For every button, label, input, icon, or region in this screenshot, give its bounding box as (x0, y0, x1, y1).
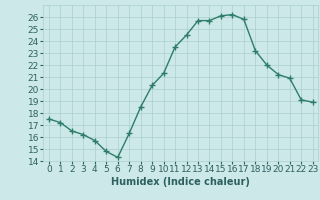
X-axis label: Humidex (Indice chaleur): Humidex (Indice chaleur) (111, 177, 250, 187)
